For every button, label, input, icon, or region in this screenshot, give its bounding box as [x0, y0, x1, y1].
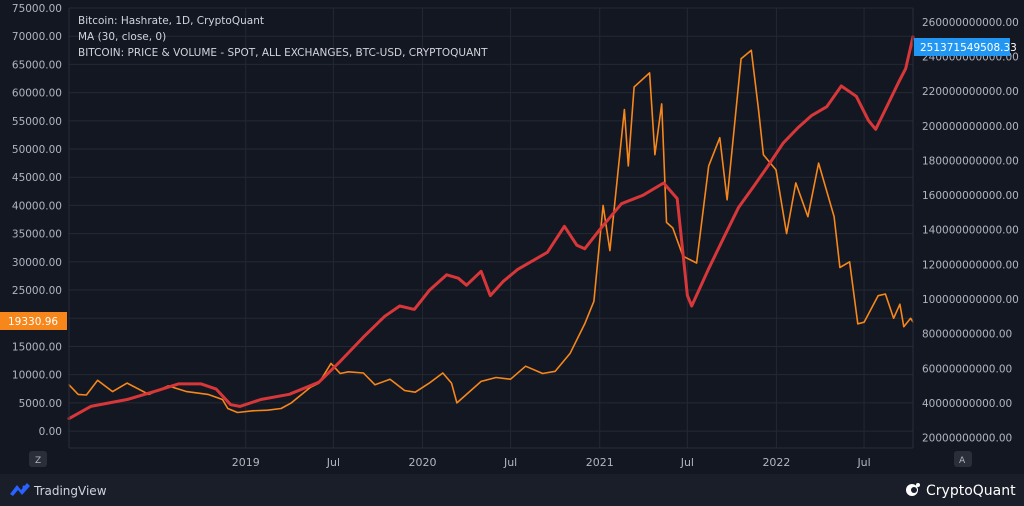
left-tick-label: 30000.00	[12, 257, 62, 269]
price-last-badge: 19330.96	[0, 312, 67, 330]
left-tick-label: 50000.00	[12, 144, 62, 156]
price-last-value: 19330.96	[8, 316, 58, 328]
right-tick-label: 180000000000.00	[922, 155, 1019, 167]
left-tick-label: 5000.00	[19, 398, 62, 410]
tradingview-logo[interactable]: TradingView	[10, 483, 107, 498]
right-tick-label: 100000000000.00	[922, 294, 1019, 306]
tradingview-wordmark[interactable]: TradingView	[33, 484, 107, 498]
left-tick-label: 60000.00	[12, 88, 62, 100]
time-tick-label: Jul	[503, 456, 517, 469]
left-tick-label: 10000.00	[12, 370, 62, 382]
left-scale-button-bg[interactable]	[29, 451, 47, 467]
time-tick-label: Jul	[856, 456, 870, 469]
legend-hashrate-title: Bitcoin: Hashrate, 1D, CryptoQuant	[78, 15, 264, 27]
right-tick-label: 60000000000.00	[922, 363, 1012, 375]
time-tick-label: 2022	[762, 456, 790, 469]
right-tick-label: 40000000000.00	[922, 398, 1012, 410]
right-tick-label: 160000000000.00	[922, 190, 1019, 202]
left-scale-button[interactable]: Z	[29, 451, 47, 467]
left-scale-button-label[interactable]: Z	[35, 456, 41, 466]
right-axis-ticks: 20000000000.00 40000000000.00 60000000000.…	[922, 17, 1019, 445]
cryptoquant-icon	[906, 483, 920, 496]
footer-bar	[0, 474, 1024, 506]
left-tick-label: 0.00	[39, 426, 62, 438]
left-tick-label: 25000.00	[12, 285, 62, 297]
cryptoquant-wordmark[interactable]: CryptoQuant	[926, 483, 1016, 499]
tradingview-icon	[10, 483, 30, 496]
legend-price-title: BITCOIN: PRICE & VOLUME - SPOT, ALL EXCH…	[78, 47, 488, 59]
legend: Bitcoin: Hashrate, 1D, CryptoQuant MA (3…	[78, 15, 488, 59]
left-tick-label: 75000.00	[12, 3, 62, 15]
series-layer	[67, 35, 915, 421]
right-tick-label: 120000000000.00	[922, 259, 1019, 271]
time-tick-label: 2021	[586, 456, 614, 469]
left-tick-label: 35000.00	[12, 229, 62, 241]
right-scale-button-label[interactable]: A	[959, 456, 966, 466]
price-series-line	[68, 49, 914, 414]
time-tick-label: Jul	[326, 456, 340, 469]
left-tick-label: 65000.00	[12, 59, 62, 71]
price-last-badge-bg	[0, 312, 67, 330]
left-tick-label: 45000.00	[12, 172, 62, 184]
right-tick-label: 20000000000.00	[922, 433, 1012, 445]
hashrate-last-badge-bg	[914, 38, 1010, 56]
right-tick-label: 140000000000.00	[922, 225, 1019, 237]
time-axis-ticks: 2019 Jul 2020 Jul 2021 Jul 2022 Jul	[232, 456, 871, 469]
time-tick-label: 2020	[408, 456, 436, 469]
right-scale-button[interactable]: A	[954, 451, 972, 467]
left-tick-label: 15000.00	[12, 341, 62, 353]
legend-ma-title: MA (30, close, 0)	[78, 31, 166, 43]
left-tick-label: 55000.00	[12, 116, 62, 128]
right-tick-label: 220000000000.00	[922, 86, 1019, 98]
right-tick-label: 200000000000.00	[922, 121, 1019, 133]
cryptoquant-logo[interactable]: CryptoQuant	[906, 483, 1016, 499]
time-tick-label: Jul	[680, 456, 694, 469]
hashrate-last-value: 251371549508.33	[920, 42, 1017, 54]
left-axis-ticks: 0.005000.0010000.0015000.0020000.0025000…	[12, 3, 62, 438]
right-tick-label: 260000000000.00	[922, 17, 1019, 29]
left-tick-label: 40000.00	[12, 200, 62, 212]
time-tick-label: 2019	[232, 456, 260, 469]
right-tick-label: 80000000000.00	[922, 329, 1012, 341]
right-scale-button-bg[interactable]	[954, 451, 972, 467]
left-tick-label: 70000.00	[12, 31, 62, 43]
hashrate-last-badge: 251371549508.33	[914, 38, 1017, 56]
grid-lines	[69, 7, 913, 448]
hashrate-series-line	[67, 35, 915, 421]
